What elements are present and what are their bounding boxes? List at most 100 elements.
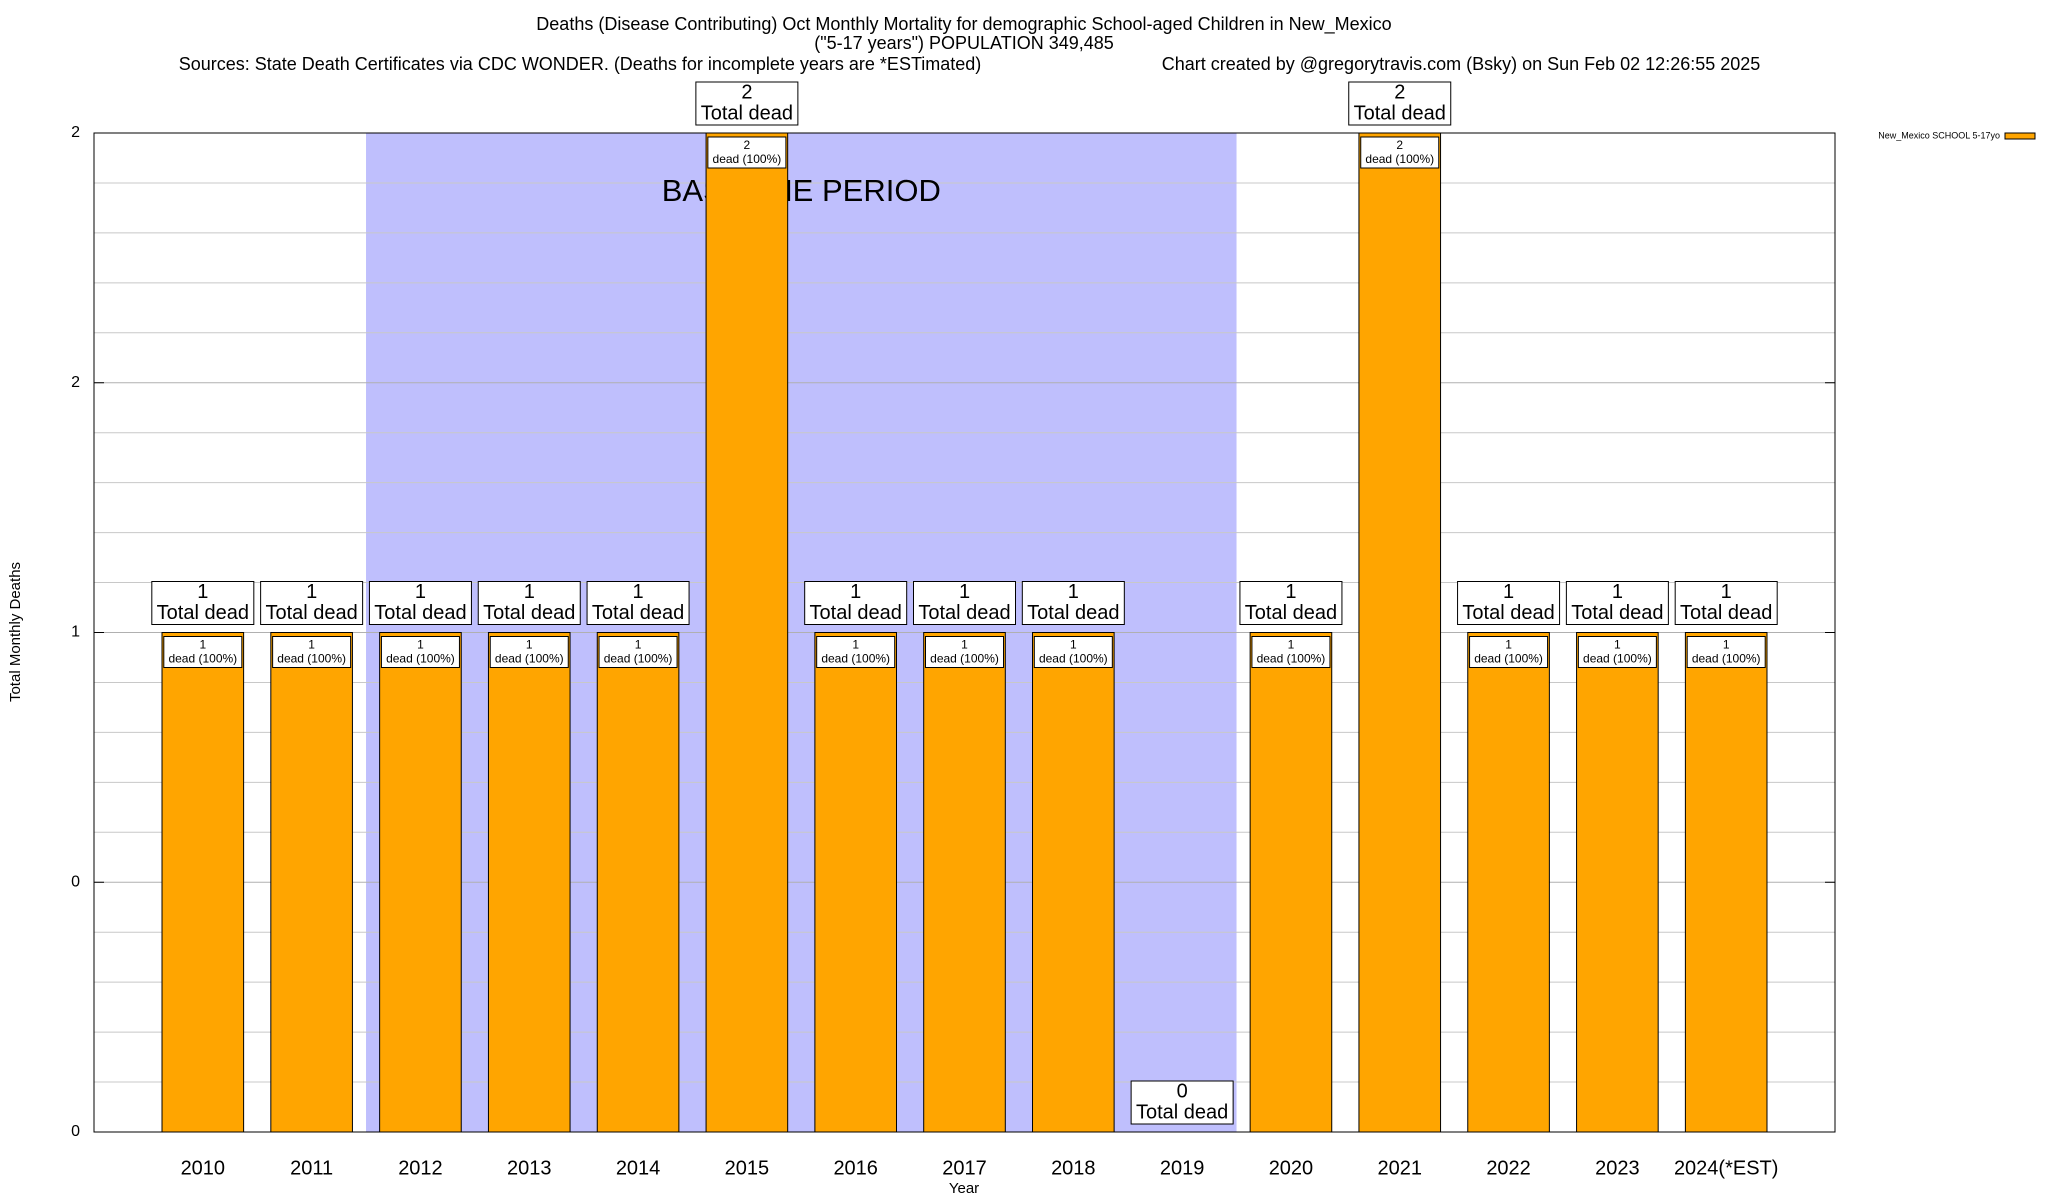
segment-label: dead (100%): [604, 652, 673, 666]
x-tick-label: 2017: [942, 1157, 987, 1179]
total-label-value: 1: [1721, 581, 1732, 603]
total-label-box: [477, 581, 581, 625]
y-axis-label: Total Monthly Deaths: [7, 562, 24, 702]
segment-label-box: [1033, 636, 1113, 668]
segment-label-box: [1469, 636, 1549, 668]
total-label-box: [913, 581, 1016, 625]
segment-label-value: 1: [308, 638, 315, 652]
segment-label: dead (100%): [495, 652, 564, 666]
segment-label-value: 1: [961, 638, 968, 652]
total-label-value: 1: [1068, 581, 1079, 603]
segment-label-value: 1: [1288, 638, 1295, 652]
total-label-value: 1: [850, 581, 861, 603]
bar: [1249, 632, 1333, 1133]
x-tick-label: 2011: [290, 1157, 333, 1179]
segment-label: dead (100%): [277, 652, 346, 666]
y-tick-label: 2: [71, 124, 80, 141]
total-label: Total dead: [918, 602, 1010, 624]
total-label-box: [1674, 581, 1778, 625]
segment-label: dead (100%): [930, 652, 999, 666]
segment-label: dead (100%): [1583, 652, 1652, 666]
total-label: Total dead: [1680, 602, 1772, 624]
segment-label-box: [707, 136, 787, 169]
segment-label: dead (100%): [1039, 652, 1108, 666]
total-label-value: 1: [959, 581, 970, 603]
total-label: Total dead: [1462, 602, 1554, 624]
total-label-value: 1: [633, 581, 644, 603]
x-tick-label: 2014: [616, 1157, 661, 1179]
total-label: Total dead: [265, 602, 357, 624]
bar: [379, 632, 462, 1133]
x-tick-label: 2018: [1051, 1157, 1096, 1179]
x-tick-label: 2021: [1378, 1157, 1423, 1179]
segment-label-box: [925, 636, 1004, 668]
x-tick-label: 2019: [1160, 1157, 1205, 1179]
y-tick-label: 0: [71, 873, 80, 890]
segment-label-value: 1: [417, 638, 424, 652]
x-tick-label: 2010: [181, 1157, 226, 1179]
total-label-value: 1: [306, 581, 317, 603]
total-label: Total dead: [483, 602, 575, 624]
segment-label-value: 1: [635, 638, 642, 652]
segment-label-value: 1: [1505, 638, 1512, 652]
chart-title: Deaths (Disease Contributing) Oct Monthl…: [536, 14, 1391, 35]
bar: [270, 632, 353, 1133]
bar: [1467, 632, 1550, 1133]
segment-label: dead (100%): [1692, 652, 1761, 666]
bar: [1032, 632, 1115, 1133]
segment-label-value: 1: [852, 638, 859, 652]
x-tick-label: 2015: [725, 1157, 770, 1179]
total-label-value: 1: [524, 581, 535, 603]
segment-label: dead (100%): [168, 652, 237, 666]
segment-label: dead (100%): [386, 652, 455, 666]
total-label-value: 0: [1177, 1080, 1188, 1102]
total-label-box: [586, 581, 690, 625]
total-label-box: [368, 581, 472, 625]
segment-label-box: [816, 636, 896, 668]
segment-label-box: [380, 636, 460, 668]
bar: [814, 632, 897, 1133]
total-label-box: [1239, 581, 1343, 625]
baseline-label: BASELINE PERIOD: [662, 173, 941, 208]
x-axis-label: Year: [949, 1180, 979, 1197]
bar: [1358, 132, 1442, 1133]
total-label-box: [260, 581, 364, 625]
segment-label: dead (100%): [1365, 152, 1434, 166]
total-label-value: 2: [741, 81, 752, 103]
segment-label-value: 1: [1070, 638, 1077, 652]
y-tick-label: 1: [71, 624, 80, 641]
segment-label-box: [272, 636, 352, 668]
segment-label-box: [1577, 636, 1657, 668]
segment-label-value: 1: [199, 638, 206, 652]
total-label: Total dead: [1354, 102, 1446, 124]
sources: Sources: State Death Certificates via CD…: [179, 54, 982, 74]
segment-label: dead (100%): [1474, 652, 1543, 666]
chart-subtitle: ("5-17 years") POPULATION 349,485: [814, 33, 1114, 53]
bar: [161, 632, 245, 1133]
plot-border: [93, 132, 1836, 1133]
total-label-box: [1565, 581, 1669, 625]
segment-label-box: [163, 636, 243, 668]
legend-label: New_Mexico SCHOOL 5-17yo: [1878, 130, 2000, 140]
x-tick-label: 2023: [1595, 1157, 1640, 1179]
segment-label-box: [489, 636, 569, 668]
x-tick-label: 2024(*EST): [1674, 1157, 1779, 1179]
total-label-box: [151, 581, 255, 625]
total-label: Total dead: [1027, 602, 1119, 624]
total-label-value: 1: [1612, 581, 1623, 603]
bar: [487, 632, 571, 1133]
x-tick-label: 2012: [398, 1157, 443, 1179]
total-label: Total dead: [592, 602, 684, 624]
total-label-value: 1: [1285, 581, 1296, 603]
x-tick-label: 2022: [1486, 1157, 1531, 1179]
bar: [923, 632, 1006, 1133]
segment-label: dead (100%): [713, 152, 782, 166]
segment-label-value: 1: [526, 638, 533, 652]
total-label-value: 1: [415, 581, 426, 603]
segment-label: dead (100%): [1257, 652, 1326, 666]
x-tick-label: 2016: [833, 1157, 878, 1179]
legend-swatch: [2004, 132, 2036, 140]
total-label: Total dead: [1571, 602, 1663, 624]
bar: [1684, 632, 1768, 1133]
total-label-box: [695, 81, 799, 126]
